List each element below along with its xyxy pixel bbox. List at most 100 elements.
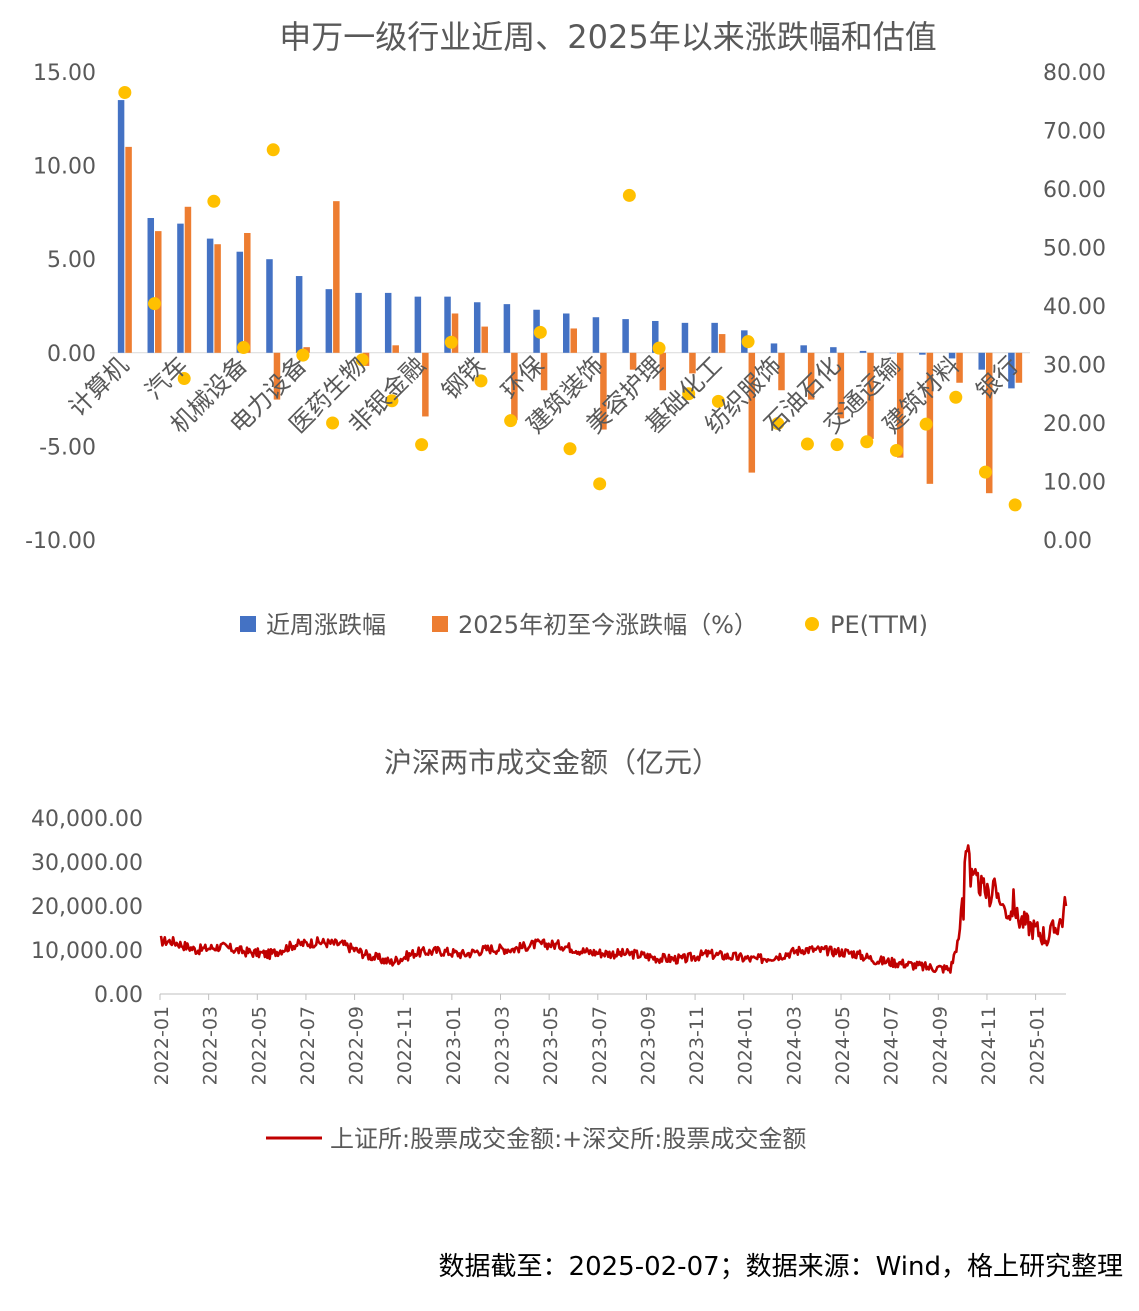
x-tick-label: 2024-01 xyxy=(735,1006,757,1085)
bar-week-煤炭 xyxy=(859,350,867,353)
x-tick-label: 2023-07 xyxy=(589,1006,611,1085)
bar-ytd-建筑材料 xyxy=(956,352,963,383)
x-tick-label: 2024-11 xyxy=(978,1006,1000,1085)
x-tick-label: 2022-07 xyxy=(297,1006,319,1085)
pe-point-煤炭 xyxy=(860,435,874,449)
pe-point-国防军工 xyxy=(266,143,280,157)
x-tick-label: 2024-05 xyxy=(832,1006,854,1085)
bar-ytd-国防军工 xyxy=(273,352,281,400)
x-tick-label: 2022-11 xyxy=(394,1006,416,1085)
pe-point-计算机 xyxy=(118,85,132,99)
y-right-tick-label: 40.00 xyxy=(1043,295,1106,320)
pe-point-通信 xyxy=(207,194,221,208)
legend-swatch xyxy=(240,616,256,632)
bar-ytd-钢铁 xyxy=(481,326,488,353)
y-tick-label: 0.00 xyxy=(94,983,143,1008)
bar-ytd-公用事业 xyxy=(511,352,518,421)
bar-ytd-社会服务 xyxy=(570,328,577,353)
bar-ytd-家用电器 xyxy=(629,352,637,370)
y-right-tick-label: 50.00 xyxy=(1043,237,1106,262)
bar-ytd-电子 xyxy=(748,352,756,473)
bar-ytd-银行 xyxy=(1015,352,1023,383)
bar-ytd-环保 xyxy=(540,352,548,391)
category-label: 钢铁 xyxy=(436,351,490,405)
pe-point-钢铁 xyxy=(474,374,488,388)
y-tick-label: 10,000.00 xyxy=(31,939,143,964)
y-right-tick-label: 10.00 xyxy=(1043,471,1106,496)
x-tick-label: 2022-05 xyxy=(248,1006,270,1085)
bar-week-汽车 xyxy=(177,223,184,353)
y-left-tick-label: 10.00 xyxy=(33,155,96,180)
turnover-line xyxy=(159,844,1068,974)
pe-point-建筑装饰 xyxy=(593,477,607,491)
bar-ytd-计算机 xyxy=(125,146,132,353)
x-tick-label: 2023-03 xyxy=(492,1006,514,1085)
bar-ytd-食品饮料 xyxy=(985,352,993,494)
pe-point-电力设备 xyxy=(296,348,310,362)
pe-point-建筑材料 xyxy=(949,390,963,404)
pe-point-有色金属 xyxy=(800,437,814,451)
pe-point-医药生物 xyxy=(355,353,369,367)
pe-scatter-series xyxy=(118,85,1022,512)
pe-point-公用事业 xyxy=(504,414,518,428)
y-left-tick-label: -10.00 xyxy=(25,529,96,554)
bar-week-石油石化 xyxy=(830,347,837,353)
bar-week-轻工制造 xyxy=(325,289,333,353)
category-label: 汽车 xyxy=(140,351,194,405)
pe-point-机械设备 xyxy=(237,341,251,355)
legend-label: 近周涨跌幅 xyxy=(266,611,386,639)
y-right-tick-label: 20.00 xyxy=(1043,412,1106,437)
bar-week-基础化工 xyxy=(711,322,718,353)
line-series xyxy=(159,844,1068,974)
bar-week-银行 xyxy=(1008,352,1015,389)
y-left-tick-label: 0.00 xyxy=(47,342,96,367)
bar-week-综合 xyxy=(919,352,926,355)
bar-ytd-非银金融 xyxy=(422,352,429,417)
x-tick-label: 2022-09 xyxy=(346,1006,368,1085)
bar-week-建筑装饰 xyxy=(592,317,600,353)
pe-point-房地产 xyxy=(682,387,696,401)
bar-ytd-综合 xyxy=(926,352,934,484)
bar-ytd-美容护理 xyxy=(659,352,667,391)
y-left-tick-label: 5.00 xyxy=(47,248,96,273)
pe-point-轻工制造 xyxy=(326,416,340,430)
x-tick-label: 2023-05 xyxy=(540,1006,562,1085)
legend-swatch xyxy=(805,617,819,631)
pe-point-电子 xyxy=(741,335,755,349)
turnover-line-chart: 沪深两市成交金额（亿元） 40,000.00 30,000.00 20,000.00… xyxy=(31,746,1068,1153)
bar-week-家用电器 xyxy=(622,319,629,353)
pe-point-综合 xyxy=(919,417,933,431)
pe-point-社会服务 xyxy=(563,442,577,456)
bar-week-美容护理 xyxy=(652,320,659,353)
pe-point-食品饮料 xyxy=(978,465,992,479)
x-tick-label: 2023-09 xyxy=(637,1006,659,1085)
bar-week-公用事业 xyxy=(503,304,511,353)
bar-ytd-纺织服饰 xyxy=(778,352,785,391)
pe-point-银行 xyxy=(1008,498,1022,512)
x-tick-label: 2025-01 xyxy=(1027,1006,1049,1085)
bar-week-电力设备 xyxy=(295,276,303,353)
bar-week-钢铁 xyxy=(473,302,481,353)
x-tick-label: 2024-07 xyxy=(881,1006,903,1085)
bar-ytd-交通运输 xyxy=(896,352,904,458)
legend-label: PE(TTM) xyxy=(830,611,928,639)
chart-axes: 15.00 10.00 5.00 0.00 -5.00 -10.00 80.00 70.00 6… xyxy=(25,61,1106,554)
y-right-tick-label: 60.00 xyxy=(1043,178,1106,203)
bar-week-商贸零售 xyxy=(384,292,392,353)
bar-week-食品饮料 xyxy=(978,352,985,370)
x-tick-label: 2024-09 xyxy=(929,1006,951,1085)
pe-point-非银金融 xyxy=(415,438,429,452)
bar-ytd-基础化工 xyxy=(718,334,726,353)
pe-point-家用电器 xyxy=(622,188,636,202)
y-tick-label: 40,000.00 xyxy=(31,807,143,832)
bar-week-房地产 xyxy=(681,322,689,353)
bar-week-医药生物 xyxy=(355,292,362,353)
pe-point-石油石化 xyxy=(830,438,844,452)
pe-point-商贸零售 xyxy=(385,394,399,408)
pe-point-农林牧渔 xyxy=(444,335,458,349)
bar-week-计算机 xyxy=(117,100,125,353)
bar-week-纺织服饰 xyxy=(770,343,778,353)
bar-ytd-有色金属 xyxy=(807,352,815,400)
bar-week-社会服务 xyxy=(563,313,570,353)
bar-ytd-汽车 xyxy=(184,206,192,353)
